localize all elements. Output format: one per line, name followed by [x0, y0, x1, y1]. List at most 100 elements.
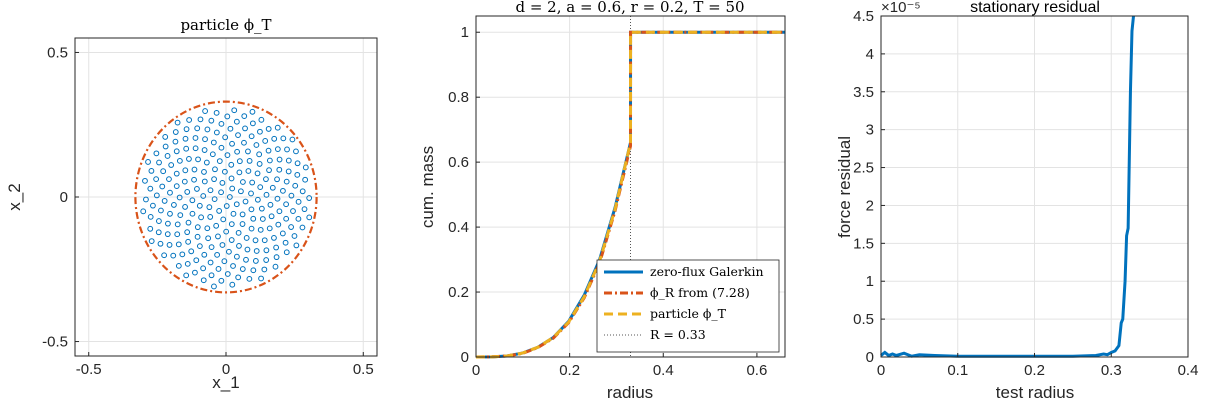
- particle: [166, 242, 173, 248]
- particle: [243, 235, 250, 241]
- particle: [189, 210, 196, 217]
- particle: [204, 126, 211, 133]
- particle: [208, 244, 215, 251]
- particle: [218, 120, 225, 127]
- y-tick-label: 1: [866, 273, 874, 290]
- y-tick-label: 2: [866, 197, 874, 214]
- particle: [184, 260, 191, 267]
- particle: [257, 226, 264, 233]
- tick-labels: 0 0.1 0.2 0.3 0.4 0 0.5 1 1.5 2 2.5 3 3.5 4 4.5: [853, 8, 1198, 379]
- particle: [248, 133, 255, 140]
- particle: [228, 161, 235, 168]
- particle: [285, 168, 292, 175]
- y-tick-label: 0.6: [448, 154, 469, 171]
- y-tick-label: 4: [866, 46, 874, 63]
- particle: [272, 263, 279, 270]
- particle: [192, 269, 198, 276]
- particle: [275, 221, 282, 228]
- particle: [150, 202, 156, 209]
- particle: [265, 126, 272, 132]
- y-tick-label: 0.5: [47, 44, 68, 61]
- particle: [295, 215, 302, 222]
- particle: [200, 265, 207, 272]
- particle: [209, 151, 216, 158]
- y-exponent-label: ×10⁻⁵: [881, 0, 921, 16]
- particle: [184, 189, 191, 195]
- particle: [248, 225, 255, 232]
- particle: [250, 267, 257, 274]
- particle: [252, 237, 259, 244]
- series-line-particle: [475, 30, 785, 359]
- particle: [191, 166, 198, 173]
- particle: [249, 120, 256, 127]
- x-tick-label: 0.2: [1024, 362, 1045, 379]
- particle: [156, 159, 162, 166]
- particle: [194, 233, 201, 240]
- x-tick-label: 0.4: [1178, 362, 1199, 379]
- particle: [159, 183, 166, 190]
- particle: [153, 150, 160, 157]
- x-axis-label: radius: [607, 383, 653, 402]
- particle: [276, 166, 283, 173]
- particle: [229, 140, 235, 147]
- particle: [201, 178, 208, 185]
- particle: [283, 249, 290, 256]
- particle: [271, 234, 277, 241]
- particle: [179, 251, 186, 258]
- particle: [249, 108, 256, 115]
- particle: [157, 240, 164, 247]
- particle: [153, 176, 160, 183]
- y-tick-label: 3.5: [853, 84, 874, 101]
- particle: [263, 247, 270, 254]
- particle: [173, 148, 180, 155]
- x-axis-label: test radius: [996, 383, 1074, 402]
- particle: [160, 168, 167, 175]
- particle: [258, 116, 265, 123]
- y-tick-label: 3: [866, 122, 874, 139]
- grid: [75, 38, 377, 356]
- x-tick-label: 0.2: [559, 362, 580, 379]
- particle: [148, 238, 155, 244]
- particle: [168, 162, 175, 168]
- particle: [175, 241, 182, 248]
- y-tick-label: 0.4: [448, 219, 469, 236]
- particle: [182, 204, 188, 210]
- particle: [239, 221, 246, 227]
- particle: [274, 176, 280, 183]
- particle: [263, 176, 269, 183]
- particle: [292, 182, 299, 189]
- y-tick-label: 0: [461, 349, 469, 366]
- particle: [215, 266, 222, 272]
- support-circle: [134, 100, 318, 294]
- particle: [201, 147, 208, 153]
- particle: [161, 252, 168, 259]
- particle: [250, 215, 257, 222]
- particle: [213, 129, 220, 136]
- particle: [162, 143, 169, 150]
- particle: [172, 129, 179, 135]
- particle: [241, 113, 248, 119]
- particle: [299, 188, 306, 195]
- particle: [196, 243, 203, 250]
- particle: [259, 216, 266, 222]
- particle: [245, 148, 251, 155]
- particle: [185, 238, 192, 245]
- particle: [265, 147, 272, 154]
- particle: [241, 139, 247, 146]
- particle: [229, 185, 236, 192]
- x-tick-label: 0.4: [653, 362, 674, 379]
- particle: [282, 239, 289, 246]
- particle: [239, 266, 246, 272]
- y-axis-label: x_2: [5, 183, 24, 210]
- particle: [220, 216, 227, 223]
- particle: [266, 225, 273, 232]
- series-line-residual: [880, 15, 1135, 358]
- particle: [233, 118, 240, 125]
- y-tick-label: 4.5: [853, 8, 874, 25]
- particle: [221, 258, 228, 265]
- particle: [291, 233, 298, 239]
- particle: [166, 176, 172, 183]
- particle: [242, 125, 248, 132]
- particle: [191, 176, 197, 183]
- particle: [219, 242, 226, 248]
